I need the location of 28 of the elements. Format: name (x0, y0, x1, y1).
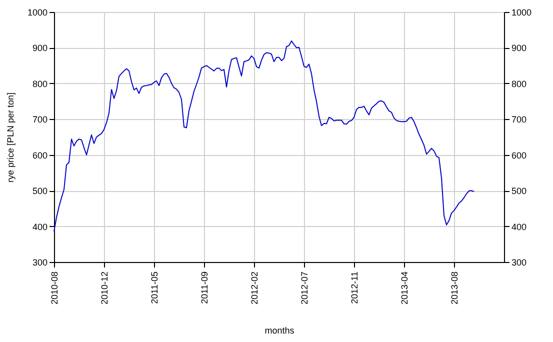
y-axis-title: rye price [PLN per ton] (5, 92, 16, 183)
y2-tick-label: 700 (512, 114, 527, 125)
y-tick-label: 500 (32, 186, 48, 196)
y2-tick-label: 500 (512, 186, 527, 196)
y2-tick-label: 600 (512, 150, 527, 160)
x-tick-label: 2010-08 (50, 272, 60, 305)
y-tick-label: 300 (32, 258, 48, 268)
x-tick-label: 2012-02 (250, 272, 260, 305)
y-tick-label: 800 (32, 78, 48, 89)
y2-tick-label: 1000 (512, 8, 532, 18)
line-series (54, 40, 474, 232)
x-tick-label: 2012-07 (300, 272, 310, 305)
y-tick-label: 900 (32, 43, 48, 54)
y2-tick-label: 300 (512, 258, 527, 268)
y-tick-label: 1000 (27, 8, 48, 18)
x-tick-label: 2011-05 (150, 272, 160, 304)
y2-tick-label: 900 (512, 43, 527, 54)
x-axis-title: months (264, 326, 295, 336)
y-tick-label: 600 (32, 150, 48, 160)
y-tick-label: 700 (32, 114, 48, 125)
y2-tick-label: 400 (512, 222, 527, 232)
x-tick-label: 2011-09 (200, 272, 210, 304)
x-tick-label: 2012-11 (350, 272, 360, 304)
x-tick-label: 2013-04 (400, 272, 410, 305)
x-tick-label: 2010-12 (100, 272, 110, 305)
y2-tick-label: 800 (512, 78, 527, 89)
x-tick-label: 2013-08 (450, 272, 460, 305)
y-tick-label: 400 (32, 222, 48, 232)
